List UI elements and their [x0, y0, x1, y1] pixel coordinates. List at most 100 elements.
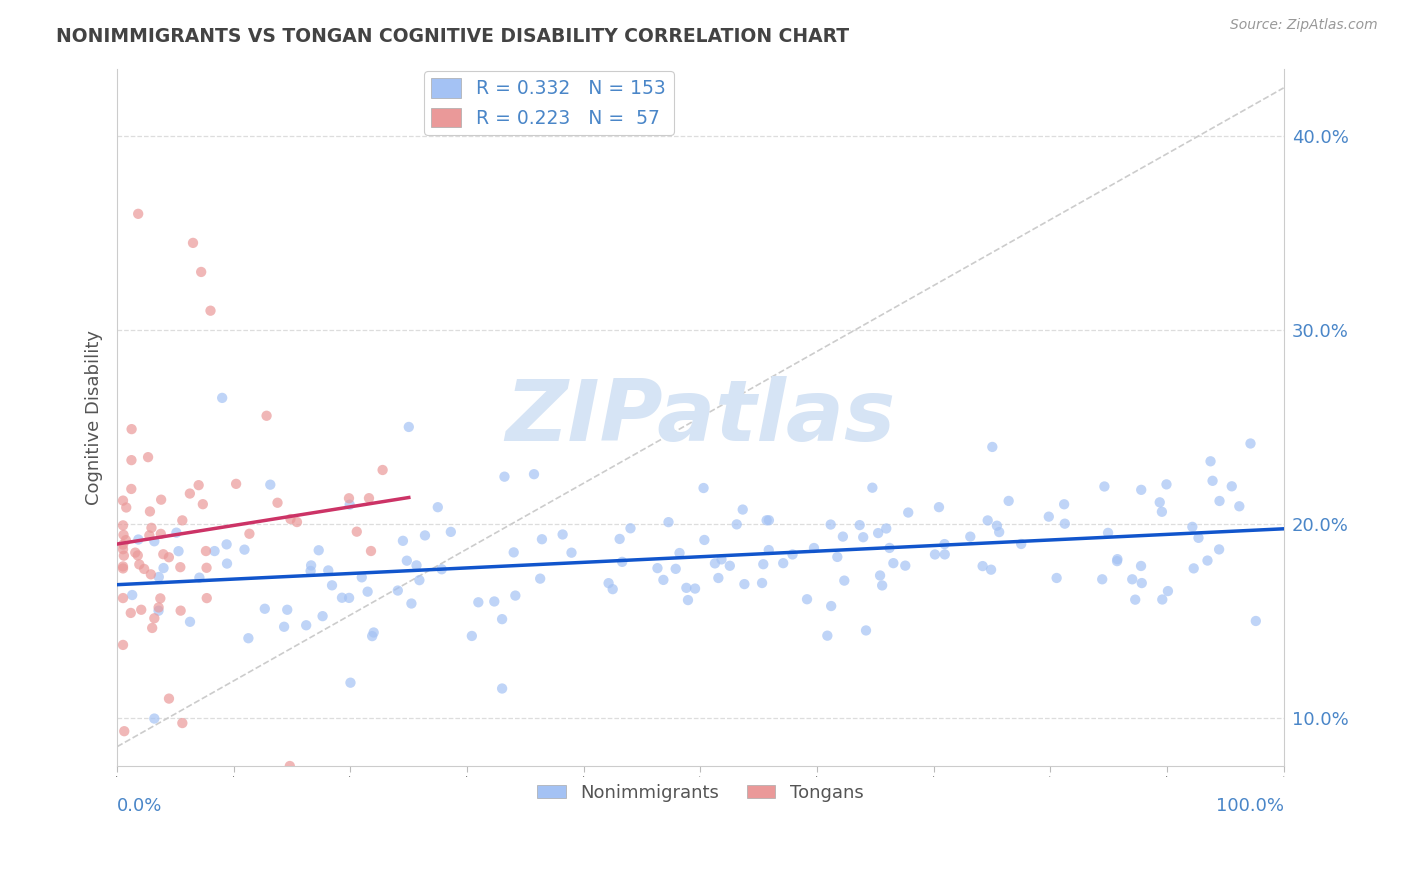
Point — [200, 303, 222, 318]
Point — [172, 513, 194, 527]
Point — [169, 604, 191, 618]
Point — [120, 453, 142, 467]
Point — [280, 512, 302, 526]
Point — [127, 549, 149, 563]
Point — [273, 620, 295, 634]
Point — [124, 546, 146, 560]
Point — [149, 591, 172, 606]
Point — [707, 571, 730, 585]
Point — [602, 582, 624, 596]
Point — [141, 521, 163, 535]
Point — [120, 606, 142, 620]
Point — [1197, 553, 1219, 567]
Point — [337, 491, 360, 506]
Point — [1092, 479, 1115, 493]
Point — [875, 521, 897, 535]
Point — [346, 524, 368, 539]
Point — [339, 675, 361, 690]
Point — [1152, 592, 1174, 607]
Point — [612, 555, 634, 569]
Point — [959, 530, 981, 544]
Point — [1091, 572, 1114, 586]
Point — [502, 545, 524, 559]
Point — [1201, 474, 1223, 488]
Point — [360, 544, 382, 558]
Point — [619, 521, 641, 535]
Point — [139, 504, 162, 518]
Point — [758, 543, 780, 558]
Point — [266, 496, 288, 510]
Point — [668, 546, 690, 560]
Point — [934, 548, 956, 562]
Point — [165, 525, 187, 540]
Point — [1208, 494, 1230, 508]
Point — [395, 554, 418, 568]
Point — [111, 561, 134, 575]
Point — [188, 571, 211, 585]
Point — [831, 530, 853, 544]
Point — [190, 265, 212, 279]
Point — [491, 681, 513, 696]
Point — [834, 574, 856, 588]
Point — [647, 561, 669, 575]
Point — [194, 544, 217, 558]
Point — [1181, 520, 1204, 534]
Point — [1053, 497, 1076, 511]
Point — [169, 560, 191, 574]
Point — [1130, 483, 1153, 497]
Point — [134, 562, 156, 576]
Point — [440, 524, 463, 539]
Point — [195, 561, 218, 575]
Point — [321, 578, 343, 592]
Point — [1227, 500, 1250, 514]
Point — [928, 500, 950, 515]
Point — [211, 391, 233, 405]
Point — [1130, 558, 1153, 573]
Point — [350, 570, 373, 584]
Point — [233, 542, 256, 557]
Point — [1199, 454, 1222, 468]
Point — [665, 562, 688, 576]
Point — [772, 556, 794, 570]
Point — [148, 600, 170, 615]
Point — [356, 584, 378, 599]
Point — [127, 207, 149, 221]
Y-axis label: Cognitive Disability: Cognitive Disability — [86, 330, 103, 505]
Point — [276, 603, 298, 617]
Point — [703, 557, 725, 571]
Point — [143, 534, 166, 549]
Point — [523, 467, 546, 482]
Point — [413, 528, 436, 542]
Point — [1105, 554, 1128, 568]
Point — [494, 469, 516, 483]
Point — [986, 518, 1008, 533]
Point — [981, 440, 1004, 454]
Point — [1097, 525, 1119, 540]
Point — [1046, 571, 1069, 585]
Point — [179, 486, 201, 500]
Point — [755, 513, 778, 527]
Point — [408, 573, 430, 587]
Point — [491, 612, 513, 626]
Point — [256, 409, 278, 423]
Point — [120, 482, 142, 496]
Point — [870, 578, 893, 592]
Point — [138, 528, 160, 542]
Point — [467, 595, 489, 609]
Point — [897, 506, 920, 520]
Point — [988, 524, 1011, 539]
Text: ZIPatlas: ZIPatlas — [505, 376, 896, 458]
Point — [1244, 614, 1267, 628]
Point — [148, 570, 170, 584]
Point — [733, 577, 755, 591]
Point — [238, 526, 260, 541]
Point — [976, 513, 998, 527]
Point — [1157, 584, 1180, 599]
Point — [894, 558, 917, 573]
Point — [361, 629, 384, 643]
Point — [128, 558, 150, 572]
Point — [430, 562, 453, 576]
Point — [796, 592, 818, 607]
Point — [815, 629, 838, 643]
Text: 0.0%: 0.0% — [117, 797, 163, 814]
